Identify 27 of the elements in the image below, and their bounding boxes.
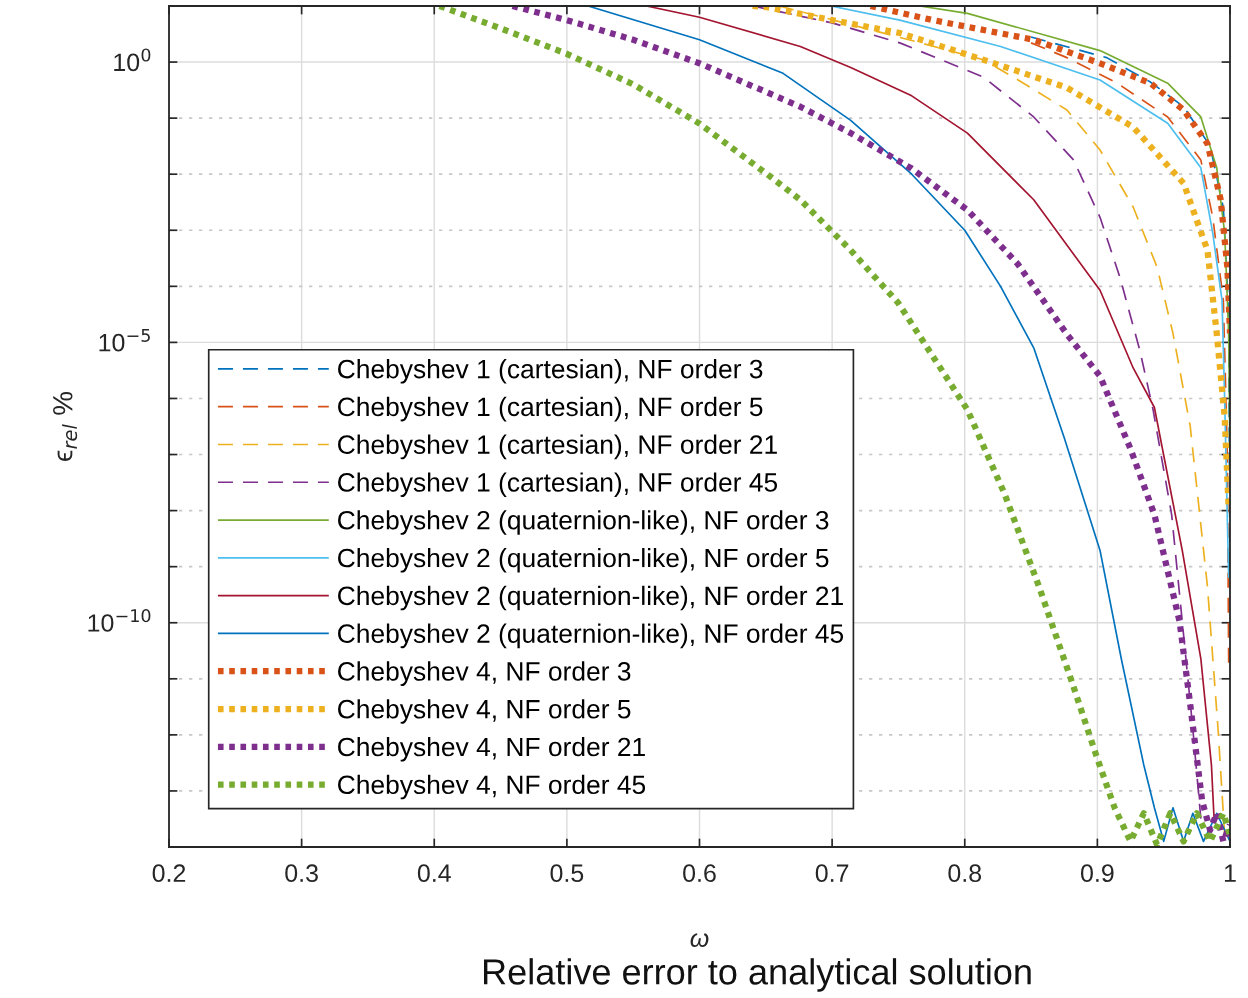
y-tick-label: 10$^{−10}$ <box>88 609 151 632</box>
x-tick-label: 0.2 <box>152 864 186 883</box>
x-tick-label: 0.5 <box>550 864 584 883</box>
x-tick-label: 0.7 <box>815 864 849 883</box>
legend-label: Chebyshev 1 (cartesian), NF order 45 <box>338 472 778 497</box>
legend-label: Chebyshev 2 (quaternion-like), NF order 3 <box>338 510 829 535</box>
legend-label: Chebyshev 1 (cartesian), NF order 3 <box>338 359 763 384</box>
y-tick-label: 10$^{0}$ <box>114 48 151 72</box>
y-axis-title: ϵ$_{rel}$ % <box>53 391 78 461</box>
text: Relative error to analytical solution <box>484 958 1031 992</box>
legend-label: Chebyshev 4, NF order 21 <box>338 736 645 762</box>
legend-label: Chebyshev 1 (cartesian), NF order 21 <box>338 434 777 460</box>
x-tick-label: 0.3 <box>285 864 318 883</box>
legend-label: Chebyshev 1 (cartesian), NF order 5 <box>338 396 763 422</box>
x-tick-label: 0.6 <box>683 864 716 883</box>
legend-label: Chebyshev 2 (quaternion-like), NF order 21 <box>338 585 843 611</box>
x-tick-label: 0.8 <box>948 864 982 883</box>
legend-label: Chebyshev 4, NF order 3 <box>338 661 631 686</box>
x-axis-title: ω <box>690 933 709 947</box>
legend-label: Chebyshev 2 (quaternion-like), NF order 5 <box>338 547 829 573</box>
x-tick-label: 0.9 <box>1080 864 1114 883</box>
legend-label: Chebyshev 4, NF order 5 <box>338 699 631 724</box>
legend-label: Chebyshev 4, NF order 45 <box>338 774 646 800</box>
x-tick-label: 0.4 <box>417 864 451 883</box>
y-tick-label: 10$^{−5}$ <box>99 328 150 352</box>
legend-label: Chebyshev 2 (quaternion-like), NF order 45 <box>338 623 844 649</box>
x-tick-label: 1 <box>1224 864 1236 882</box>
